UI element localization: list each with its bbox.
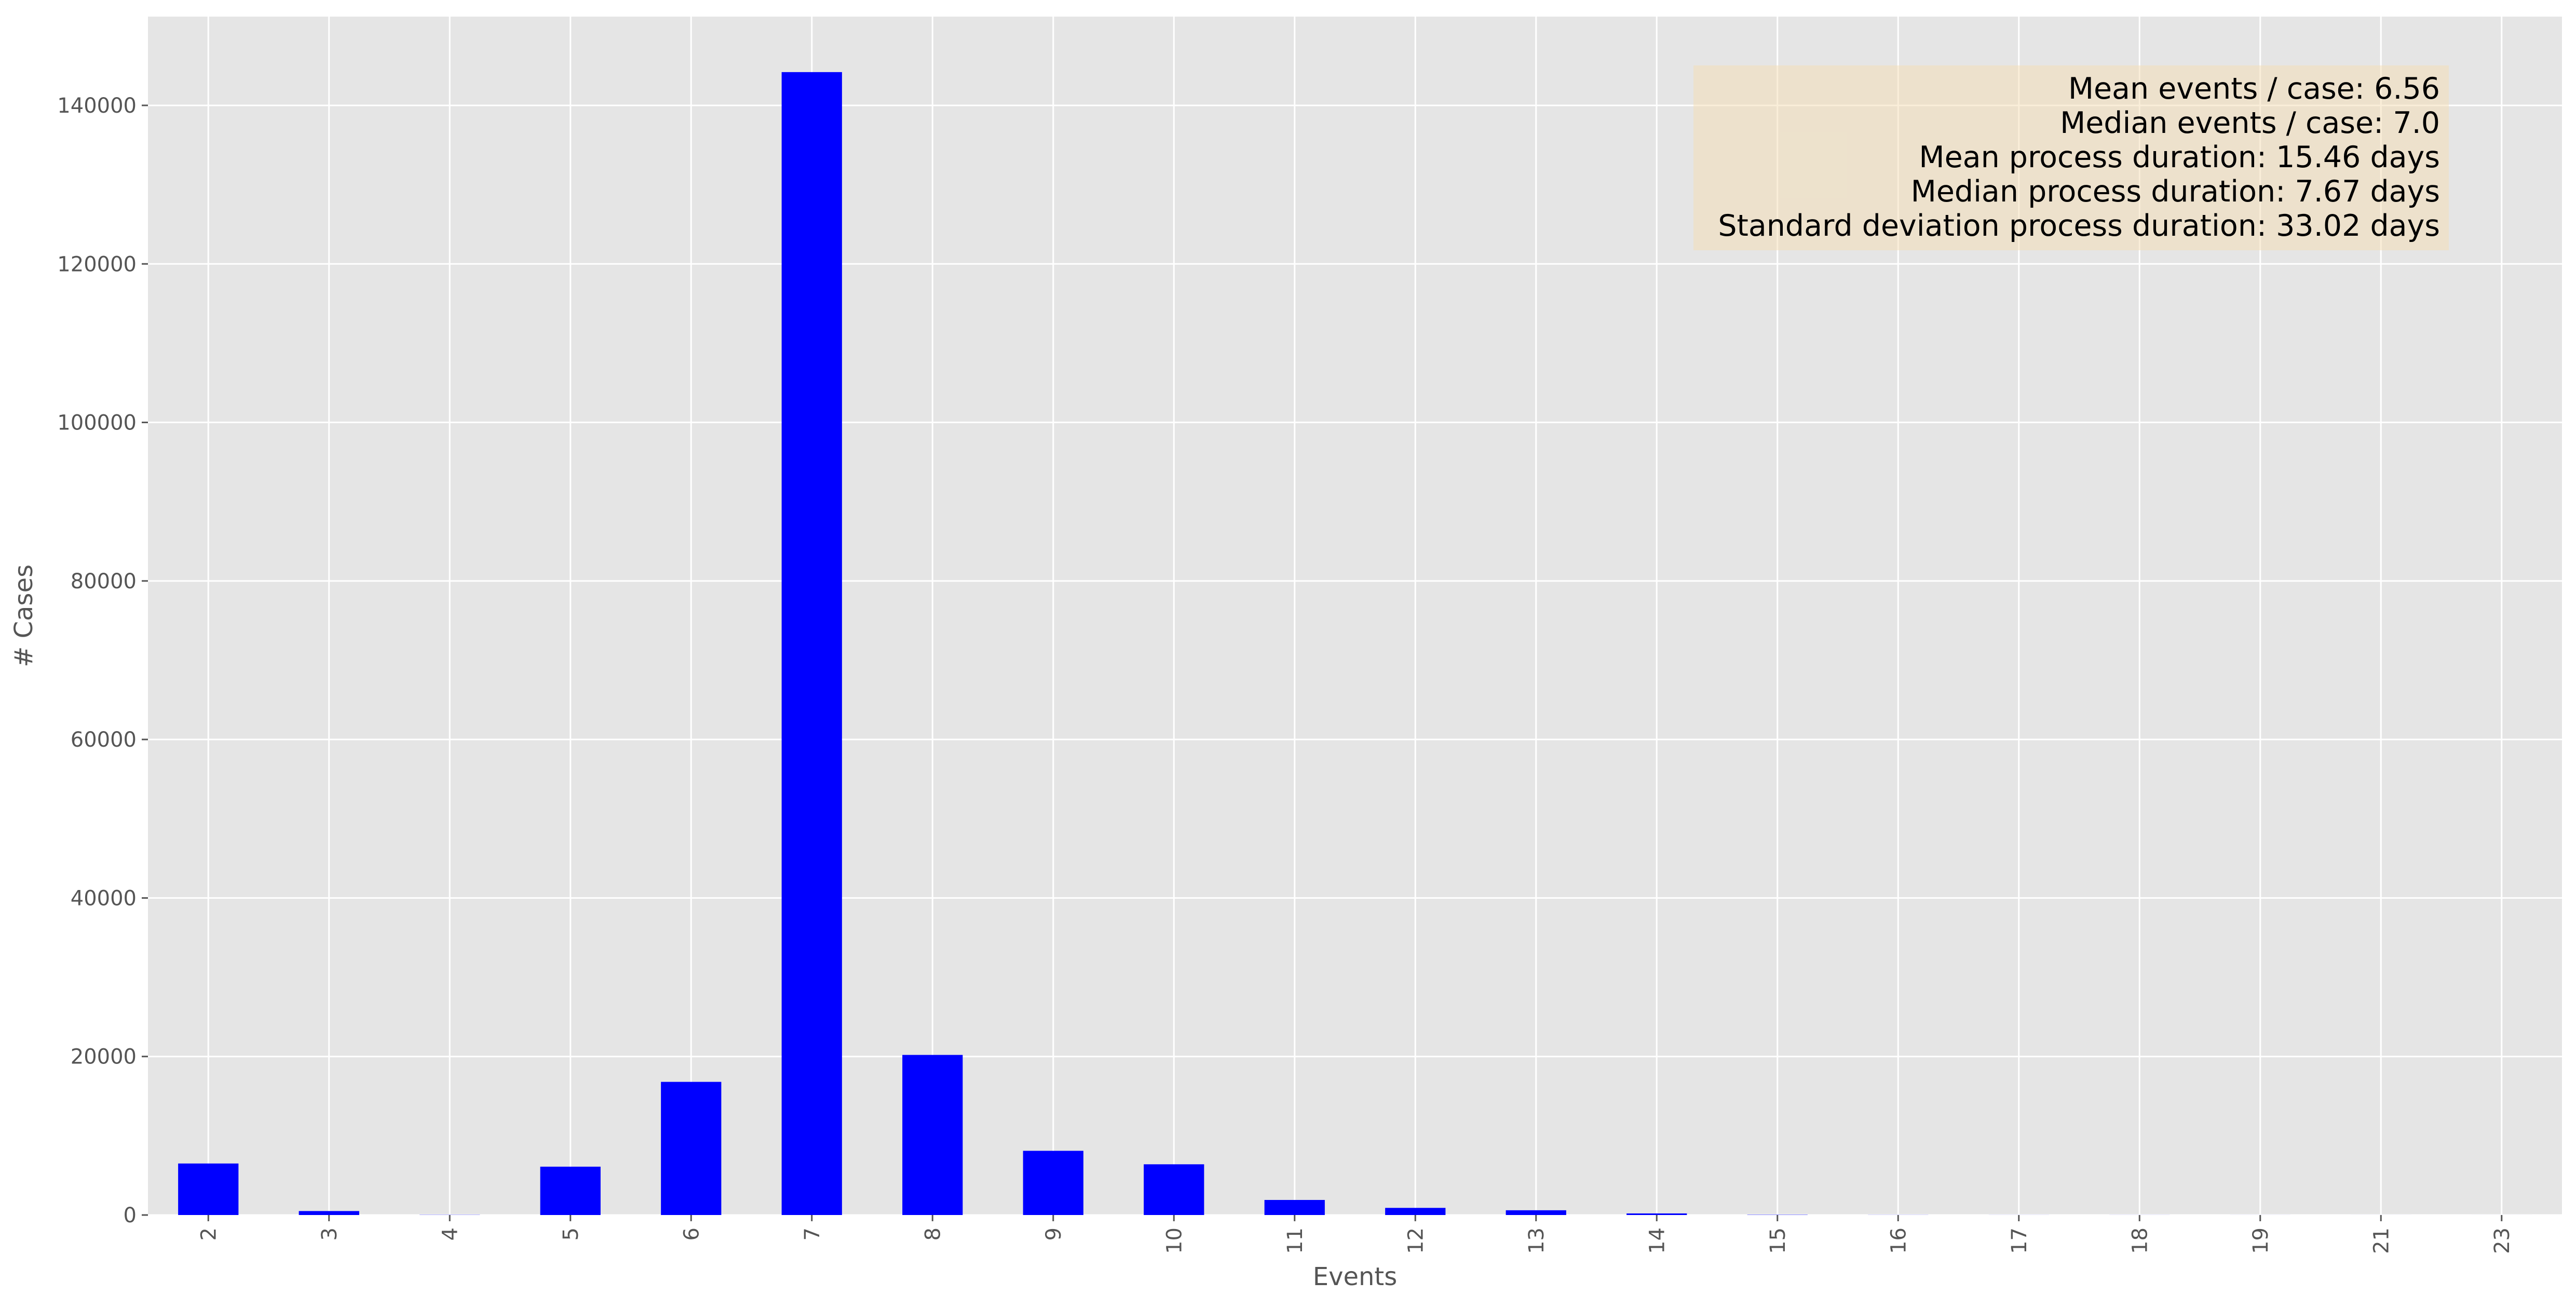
bar-8 bbox=[902, 1055, 962, 1215]
y-axis-label: # Cases bbox=[9, 564, 38, 667]
bar-7 bbox=[782, 72, 842, 1215]
stats-line-mean-duration: Mean process duration: 15.46 days bbox=[1919, 140, 2440, 174]
y-axis-ticks: 0 20000 40000 60000 80000 100000 120000 140000 bbox=[57, 94, 148, 1227]
x-tick-label: 2 bbox=[197, 1227, 221, 1240]
y-tick-label: 100000 bbox=[57, 411, 137, 435]
y-tick-label: 120000 bbox=[57, 252, 137, 276]
y-tick-label: 20000 bbox=[71, 1045, 137, 1069]
stats-annotation: Mean events / case: 6.56 Median events /… bbox=[1693, 65, 2449, 250]
x-tick-label: 3 bbox=[318, 1227, 342, 1240]
x-tick-label: 5 bbox=[559, 1227, 583, 1240]
x-tick-label: 21 bbox=[2369, 1227, 2393, 1254]
y-tick-label: 80000 bbox=[71, 570, 137, 593]
x-tick-label: 16 bbox=[1887, 1227, 1910, 1254]
x-tick-label: 4 bbox=[438, 1227, 462, 1240]
x-tick-label: 9 bbox=[1042, 1227, 1066, 1240]
stats-line-stddev-duration: Standard deviation process duration: 33.… bbox=[1718, 209, 2440, 243]
x-tick-label: 19 bbox=[2249, 1227, 2273, 1254]
stats-line-mean-events: Mean events / case: 6.56 bbox=[2068, 72, 2440, 106]
bar-9 bbox=[1023, 1151, 1083, 1215]
bar-6 bbox=[661, 1082, 721, 1215]
x-tick-label: 13 bbox=[1525, 1227, 1549, 1254]
stats-line-median-events: Median events / case: 7.0 bbox=[2060, 106, 2440, 140]
x-tick-label: 18 bbox=[2128, 1227, 2152, 1254]
bar-12 bbox=[1385, 1208, 1445, 1215]
bar-10 bbox=[1144, 1164, 1204, 1215]
x-tick-label: 17 bbox=[2008, 1227, 2031, 1254]
y-tick-label: 60000 bbox=[71, 728, 137, 752]
bar-3 bbox=[299, 1211, 359, 1215]
x-tick-label: 11 bbox=[1283, 1227, 1307, 1254]
bar-14 bbox=[1626, 1213, 1687, 1215]
bar-5 bbox=[540, 1167, 601, 1215]
x-tick-label: 7 bbox=[801, 1227, 824, 1240]
y-tick-label: 40000 bbox=[71, 886, 137, 910]
x-axis-label: Events bbox=[1313, 1262, 1398, 1291]
x-tick-label: 23 bbox=[2490, 1227, 2514, 1254]
bar-2 bbox=[178, 1164, 238, 1215]
x-tick-label: 12 bbox=[1404, 1227, 1428, 1254]
stats-line-median-duration: Median process duration: 7.67 days bbox=[1911, 174, 2440, 209]
x-tick-label: 6 bbox=[680, 1227, 703, 1240]
bar-13 bbox=[1506, 1210, 1566, 1215]
y-tick-label: 140000 bbox=[57, 94, 137, 118]
y-tick-label: 0 bbox=[124, 1204, 137, 1227]
x-tick-label: 14 bbox=[1645, 1227, 1669, 1254]
bar-11 bbox=[1265, 1200, 1325, 1215]
x-tick-label: 10 bbox=[1162, 1227, 1186, 1254]
x-tick-label: 8 bbox=[921, 1227, 945, 1240]
x-tick-label: 15 bbox=[1766, 1227, 1790, 1254]
